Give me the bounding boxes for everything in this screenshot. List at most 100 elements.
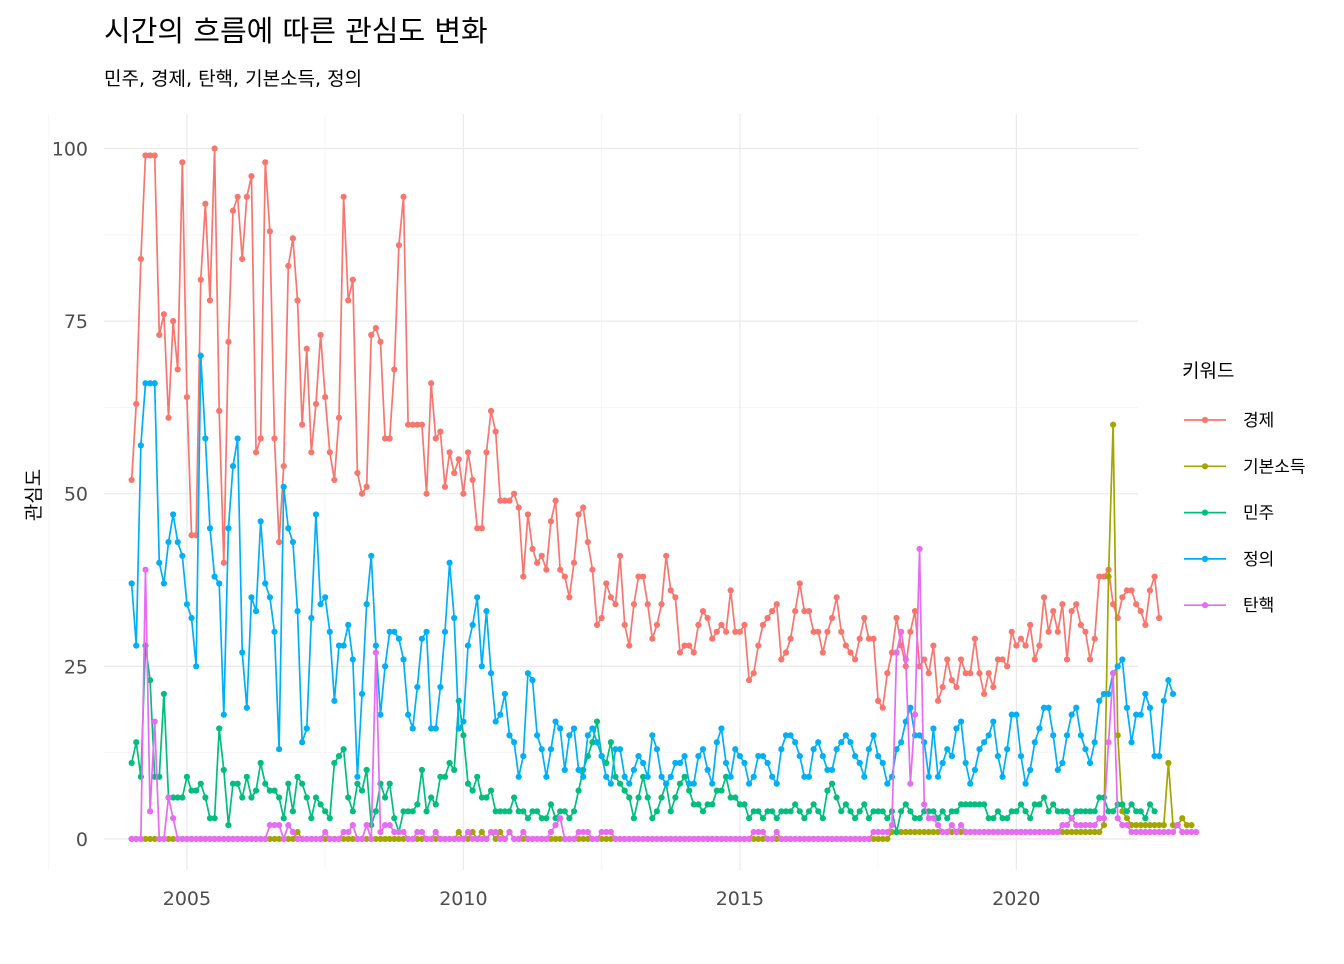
data-point [358, 787, 366, 794]
data-point [667, 587, 674, 594]
data-point [165, 835, 172, 843]
x-tick-label: 2005 [163, 888, 211, 910]
data-point [686, 835, 693, 843]
data-point [630, 815, 638, 822]
data-point [469, 787, 476, 794]
data-point [962, 670, 969, 677]
data-point [1022, 808, 1029, 815]
data-point [492, 835, 499, 843]
data-point [898, 828, 905, 836]
data-point [580, 835, 587, 843]
data-point [810, 835, 817, 843]
data-point [252, 787, 260, 794]
data-point [755, 835, 762, 843]
data-point [782, 835, 790, 843]
data-point [211, 145, 218, 152]
data-point [285, 525, 292, 532]
chart-subtitle: 민주, 경제, 탄핵, 기본소득, 정의 [104, 68, 362, 90]
data-point [967, 801, 974, 808]
data-point [455, 456, 462, 463]
data-point [838, 739, 845, 746]
data-point [635, 752, 642, 760]
data-point [921, 828, 928, 836]
data-point [870, 635, 877, 642]
data-point [884, 780, 891, 787]
data-point [1017, 828, 1025, 836]
data-point [423, 835, 430, 843]
data-point [584, 538, 591, 546]
data-point [271, 835, 278, 843]
data-point [607, 739, 614, 746]
y-tick-label: 75 [64, 311, 88, 333]
data-point [1119, 656, 1126, 663]
data-point [156, 835, 163, 843]
data-point [368, 331, 375, 339]
data-point [220, 835, 227, 843]
data-point [216, 580, 223, 587]
data-point [644, 835, 651, 843]
data-point [1123, 704, 1131, 711]
data-point [967, 670, 974, 677]
data-point [160, 690, 167, 698]
data-point [570, 559, 578, 566]
data-point [1027, 766, 1034, 773]
data-point [1165, 677, 1172, 684]
data-point [1082, 828, 1089, 836]
data-point [1119, 808, 1126, 815]
data-point [884, 670, 891, 677]
data-point [769, 835, 776, 843]
data-point [833, 746, 840, 753]
data-point [713, 739, 720, 746]
data-point [727, 794, 734, 801]
data-point [833, 794, 840, 801]
data-point [358, 490, 366, 497]
data-point [607, 828, 614, 836]
data-point [299, 835, 306, 843]
data-point [750, 670, 757, 677]
data-point [1192, 828, 1200, 836]
data-point [156, 331, 163, 339]
data-point [487, 670, 495, 677]
y-tick-labels: 0 25 50 75 100 [52, 139, 88, 851]
data-point [501, 690, 508, 698]
data-point [483, 449, 490, 456]
data-point [128, 759, 135, 767]
data-point [510, 794, 518, 801]
data-point [681, 642, 688, 649]
data-point [441, 628, 449, 635]
data-point [534, 732, 541, 739]
data-point [1142, 621, 1149, 629]
data-point [727, 587, 734, 594]
data-point [400, 828, 407, 836]
data-point [746, 815, 753, 822]
data-point [174, 366, 181, 373]
data-point [423, 490, 430, 497]
data-point [446, 449, 453, 456]
data-point [460, 490, 467, 497]
legend-key-point [1201, 463, 1209, 470]
data-point [202, 794, 209, 801]
data-point [967, 780, 974, 787]
data-point [819, 815, 826, 822]
data-point [326, 835, 333, 843]
data-point [386, 435, 393, 442]
data-point [1077, 808, 1084, 815]
data-point [1137, 608, 1144, 615]
data-point [603, 580, 610, 587]
data-point [497, 828, 504, 836]
data-point [1123, 808, 1131, 815]
data-point [1040, 828, 1048, 836]
data-point [285, 822, 292, 829]
data-point [1063, 656, 1071, 663]
data-point [1077, 822, 1084, 829]
data-point [220, 766, 227, 773]
data-point [653, 746, 661, 753]
data-point [317, 801, 324, 808]
data-point [1063, 732, 1071, 739]
data-point [566, 815, 573, 822]
data-point [280, 815, 287, 822]
data-point [939, 808, 946, 815]
data-point [395, 835, 402, 843]
data-point [755, 752, 762, 760]
data-point [414, 421, 421, 428]
